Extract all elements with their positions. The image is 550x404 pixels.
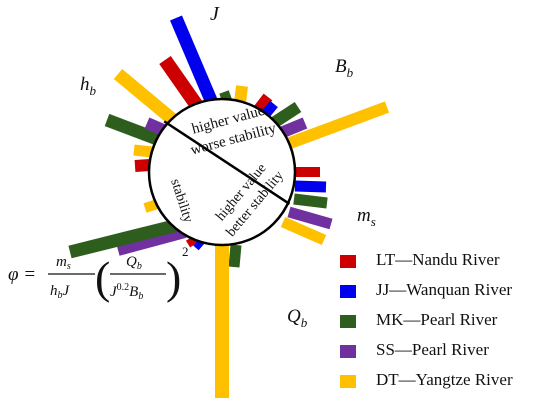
bar-SS-7 xyxy=(280,117,308,138)
legend-label-JJ: JJ—Wanquan River xyxy=(376,280,513,299)
axis-label-ms: ms xyxy=(357,205,376,229)
legend-label-DT: DT—Yangtze River xyxy=(376,370,513,389)
bar-JJ-10 xyxy=(294,180,327,193)
bar-DT-25 xyxy=(113,69,183,129)
legend: LT—Nandu River JJ—Wanquan River MK—Pearl… xyxy=(340,250,545,400)
axis-label-ms-sub: s xyxy=(371,214,376,229)
bar-LT-0 xyxy=(159,55,206,115)
center-divider xyxy=(163,120,291,205)
bar-SS-18 xyxy=(116,226,187,256)
axis-label-Qb: Qb xyxy=(287,306,308,330)
bar-DT-13 xyxy=(280,216,327,246)
formula: φ = ms hbJ ( Qb J0.2Bb ) 2 xyxy=(8,244,189,303)
formula-exponent: 2 xyxy=(182,244,189,259)
formula-inner-denominator: J0.2Bb xyxy=(110,282,143,302)
formula-phi: φ = xyxy=(8,264,36,285)
axis-label-J: J xyxy=(210,3,220,25)
axis-label-Bb-sub: b xyxy=(347,65,354,80)
bar-JJ-1 xyxy=(170,15,219,108)
bar-LT-4 xyxy=(253,93,273,114)
axis-label-ms-base: m xyxy=(357,205,371,226)
bar-MK-14 xyxy=(228,244,242,268)
legend-item-SS: SS—Pearl River xyxy=(340,340,545,370)
legend-label-MK: MK—Pearl River xyxy=(376,310,498,329)
formula-left-paren: ( xyxy=(95,252,110,303)
legend-label-SS: SS—Pearl River xyxy=(376,340,489,359)
bar-LT-21 xyxy=(134,159,151,172)
legend-item-DT: DT—Yangtze River xyxy=(340,370,545,400)
legend-swatch-JJ xyxy=(340,285,356,298)
legend-swatch-LT xyxy=(340,255,356,268)
bar-SS-12 xyxy=(287,206,333,230)
formula-inner-numerator: Qb xyxy=(126,254,142,272)
axis-label-Qb-base: Q xyxy=(287,306,301,327)
legend-swatch-SS xyxy=(340,345,356,358)
legend-swatch-MK xyxy=(340,315,356,328)
axis-label-hb: hb xyxy=(80,74,97,98)
legend-item-MK: MK—Pearl River xyxy=(340,310,545,340)
bar-DT-22 xyxy=(133,144,153,158)
bar-DT-8 xyxy=(287,101,390,149)
formula-denominator: hbJ xyxy=(50,283,71,301)
legend-item-LT: LT—Nandu River xyxy=(340,250,545,280)
bar-MK-23 xyxy=(104,113,163,147)
bar-MK-19 xyxy=(68,218,180,259)
bar-MK-11 xyxy=(293,193,328,209)
legend-swatch-DT xyxy=(340,375,356,388)
formula-right-paren: ) xyxy=(166,252,181,303)
axis-label-hb-sub: b xyxy=(90,83,97,98)
axis-label-Qb-sub: b xyxy=(301,315,308,330)
axis-label-Bb: Bb xyxy=(335,56,354,80)
axis-label-hb-base: h xyxy=(80,74,90,95)
legend-label-LT: LT—Nandu River xyxy=(376,250,500,269)
legend-item-JJ: JJ—Wanquan River xyxy=(340,280,545,310)
axis-label-Bb-base: B xyxy=(335,56,347,77)
bar-MK-6 xyxy=(271,101,302,128)
formula-numerator: ms xyxy=(56,254,71,272)
